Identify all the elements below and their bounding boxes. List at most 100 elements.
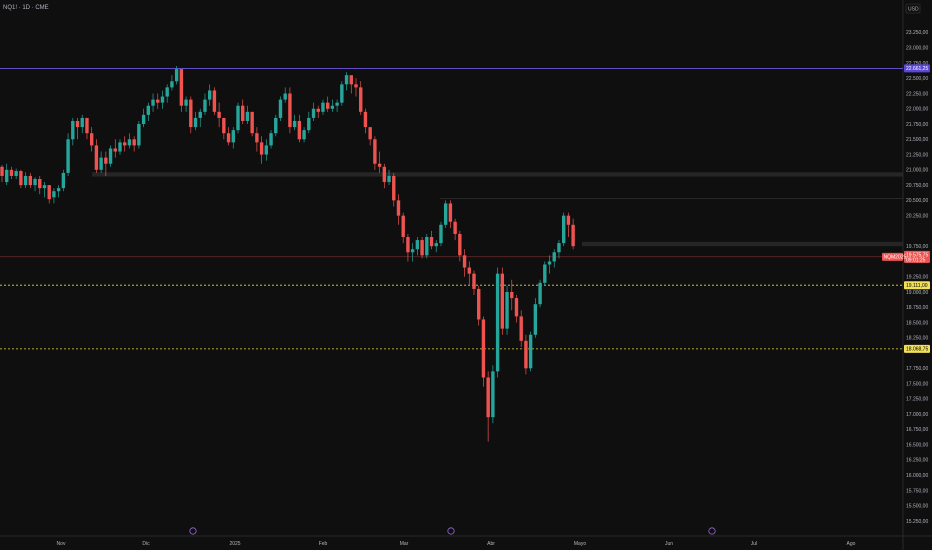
candle-body bbox=[108, 148, 113, 164]
event-icons[interactable] bbox=[189, 527, 716, 535]
time-tick-label: Mayo bbox=[574, 541, 586, 547]
candle-body bbox=[283, 93, 287, 100]
candle-body bbox=[458, 233, 462, 256]
candle-body bbox=[38, 179, 42, 189]
time-tick-label: Abr bbox=[487, 541, 495, 547]
level-tag: 18.068,75 bbox=[904, 344, 930, 353]
candle bbox=[491, 365, 495, 424]
candle-body bbox=[373, 139, 377, 164]
candle-body bbox=[137, 124, 141, 146]
candle-body bbox=[392, 175, 396, 201]
price-tick-label: 16.750,00 bbox=[906, 427, 928, 433]
price-tick-label: 15.750,00 bbox=[906, 488, 928, 494]
candle bbox=[340, 81, 344, 106]
candle-body bbox=[170, 81, 174, 88]
candle-body bbox=[85, 117, 89, 134]
candle bbox=[212, 87, 217, 115]
candle bbox=[533, 298, 538, 338]
candle bbox=[146, 102, 151, 121]
candle-body bbox=[61, 172, 66, 189]
candle bbox=[519, 310, 523, 347]
event-icon[interactable] bbox=[447, 527, 455, 535]
candle-body bbox=[547, 261, 552, 265]
candle-body bbox=[231, 130, 235, 143]
symbol-label: NQ1! · 1D · CME bbox=[3, 5, 49, 11]
candle-body bbox=[28, 175, 33, 186]
time-tick-label: Jun bbox=[665, 541, 673, 547]
candle bbox=[127, 133, 132, 149]
price-axis[interactable]: 23.250,00 23.000,00 22.750,00 22.500,00 22.2… bbox=[906, 30, 928, 525]
candle-body bbox=[255, 133, 259, 143]
candle bbox=[108, 145, 113, 167]
price-tick-label: 19.000,00 bbox=[906, 290, 928, 296]
candle bbox=[396, 194, 401, 225]
candle bbox=[89, 127, 94, 152]
event-icon[interactable] bbox=[708, 527, 716, 535]
candle-body bbox=[179, 69, 184, 106]
candle-body bbox=[127, 139, 132, 146]
candle bbox=[236, 102, 240, 134]
candle bbox=[85, 117, 89, 140]
candle bbox=[255, 127, 259, 152]
candle bbox=[467, 261, 471, 286]
current-price-value: 19.575,75 bbox=[906, 252, 928, 258]
candle bbox=[179, 69, 184, 112]
candle-body bbox=[500, 273, 505, 329]
candle-body bbox=[453, 221, 457, 234]
time-tick-label: Mar bbox=[400, 541, 409, 547]
price-tick-label: 20.750,00 bbox=[906, 183, 928, 189]
candle-body bbox=[118, 142, 122, 152]
candle-body bbox=[75, 120, 80, 128]
candle-body bbox=[269, 133, 273, 146]
candle bbox=[477, 285, 481, 326]
candle-body bbox=[292, 120, 297, 128]
price-tags-layer: 22.661,25 19.111,00 18.068,75 19.575,7509:0… bbox=[882, 64, 930, 353]
candle-body bbox=[344, 75, 349, 85]
price-tick-label: 23.000,00 bbox=[906, 45, 928, 51]
candle bbox=[373, 136, 377, 170]
price-tick-label: 22.500,00 bbox=[906, 76, 928, 82]
candle bbox=[203, 93, 207, 115]
candle bbox=[420, 237, 424, 259]
level-tag-bg bbox=[904, 64, 930, 73]
candle-body bbox=[23, 175, 28, 186]
candle-body bbox=[406, 237, 410, 253]
candle bbox=[288, 87, 292, 134]
candles-layer bbox=[0, 66, 575, 442]
candle-body bbox=[99, 157, 103, 170]
candle-body bbox=[141, 114, 146, 125]
current-price-tag-bg bbox=[904, 250, 930, 263]
price-tick-label: 20.250,00 bbox=[906, 213, 928, 219]
candle-body bbox=[259, 142, 264, 155]
candle bbox=[401, 212, 405, 244]
price-tick-label: 18.250,00 bbox=[906, 336, 928, 342]
candle bbox=[184, 96, 188, 112]
candle-body bbox=[0, 166, 4, 176]
candle-body bbox=[401, 215, 405, 238]
candle-body bbox=[198, 111, 202, 118]
price-tick-label: 20.500,00 bbox=[906, 198, 928, 204]
candle bbox=[330, 99, 335, 112]
candle bbox=[99, 151, 103, 173]
event-icon[interactable] bbox=[189, 527, 197, 535]
currency-button[interactable] bbox=[905, 3, 921, 14]
candle-body bbox=[543, 264, 547, 283]
candle bbox=[354, 78, 358, 97]
candle bbox=[297, 114, 302, 143]
candle-body bbox=[52, 191, 56, 198]
candle bbox=[193, 111, 198, 131]
candle-body bbox=[410, 249, 415, 253]
candle bbox=[387, 169, 391, 186]
candle bbox=[274, 114, 278, 137]
time-tick-label: Nov bbox=[57, 541, 66, 547]
candle bbox=[151, 93, 155, 112]
candle-body bbox=[448, 203, 453, 222]
time-axis[interactable]: Nov Dic 2025 Feb Mar Abr Mayo Jun Jul Ago bbox=[57, 541, 856, 547]
supply-demand-zone bbox=[92, 172, 903, 177]
candle-body bbox=[340, 84, 344, 103]
candle-body bbox=[66, 139, 70, 173]
candle-body bbox=[311, 108, 316, 118]
candle-body bbox=[226, 133, 231, 143]
candle bbox=[439, 221, 443, 247]
